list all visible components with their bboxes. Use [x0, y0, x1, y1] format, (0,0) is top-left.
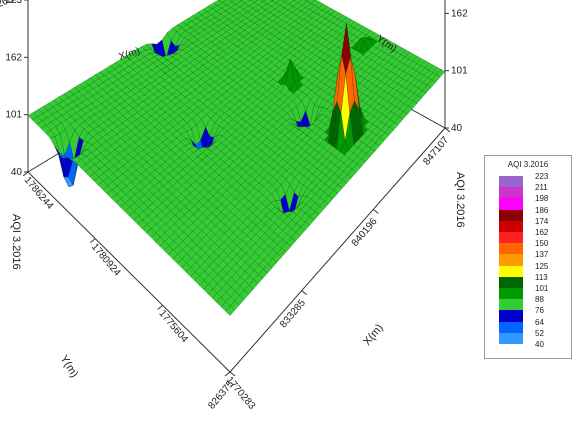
z-tick-label: 223: [5, 0, 22, 6]
legend-level-label: 88: [535, 295, 544, 305]
legend-level-label: 198: [535, 194, 549, 204]
legend-level-label: 223: [535, 172, 549, 181]
floor-front-left-edge: [27, 171, 231, 373]
surface-cell: [225, 305, 235, 316]
z-axis-right-label: AQI 3.2016: [454, 172, 466, 228]
legend-swatch: [499, 254, 523, 266]
legend-level-label: 211: [535, 183, 548, 193]
legend-level-label: 40: [535, 340, 544, 349]
y-tick-mark: [157, 304, 163, 310]
floor-front-right-edge: [229, 127, 446, 373]
x-tick-label: 847107: [421, 135, 451, 168]
legend-level-label: 52: [535, 328, 544, 338]
y-tick-mark: [22, 171, 29, 177]
surface-mesh: [27, 0, 446, 316]
legend-level-label: 64: [535, 317, 544, 327]
y-tick-mark: [224, 371, 231, 377]
legend-level-label: 101: [535, 284, 549, 293]
legend-swatch: [499, 243, 523, 255]
legend-level-label: 76: [535, 306, 544, 316]
z-right-tick-label: 162: [451, 8, 468, 19]
legend-swatch: [499, 187, 523, 199]
legend-level-label: 137: [535, 250, 549, 260]
legend-swatch: [499, 321, 523, 333]
legend-swatch: [499, 198, 523, 210]
x-tick-label: 833285: [278, 297, 308, 330]
y-tick-label: 1775604: [156, 308, 190, 345]
legend-level-label: 125: [535, 261, 549, 271]
x-tick-label: 840196: [350, 216, 380, 249]
x-tick-mark: [444, 127, 451, 133]
z-tick-label: 40: [11, 167, 23, 178]
legend-level-label: 113: [535, 272, 548, 282]
x-tick-mark: [229, 371, 236, 377]
z-axis-ticks: 40 101 162 223: [5, 0, 28, 178]
legend-swatch: [499, 176, 523, 188]
legend-swatch: [499, 332, 523, 344]
legend-level-label: 150: [535, 239, 549, 249]
z-axis-label: AQI 3.2016: [10, 214, 22, 270]
legend-level-label: 174: [535, 216, 549, 226]
y-tick-mark: [90, 238, 96, 244]
legend-swatch: [499, 276, 523, 288]
legend-swatch: [499, 288, 523, 300]
x-tick-mark: [301, 290, 307, 296]
x-tick-mark: [373, 208, 379, 214]
legend-swatch: [499, 310, 523, 322]
y-axis-label: Y(m): [57, 353, 80, 380]
legend-swatch: [499, 220, 523, 232]
legend-level-label: 186: [535, 205, 549, 215]
x-axis-label: X(m): [361, 322, 386, 348]
legend-swatch: [499, 265, 523, 277]
legend-swatch: [499, 232, 523, 244]
z-right-tick-label: 101: [451, 66, 468, 77]
z-tick-label: 101: [5, 110, 22, 121]
z-tick-label: 162: [5, 52, 22, 63]
legend-level-label: 162: [535, 228, 549, 237]
z-right-tick-label: 40: [451, 123, 463, 134]
legend-title: AQI 3.2016: [507, 160, 549, 169]
color-legend: AQI 3.2016 223 211 198 186 174 162 150 137 125 11…: [484, 155, 572, 359]
legend-swatch: [499, 299, 523, 311]
legend-swatch: [499, 209, 523, 221]
